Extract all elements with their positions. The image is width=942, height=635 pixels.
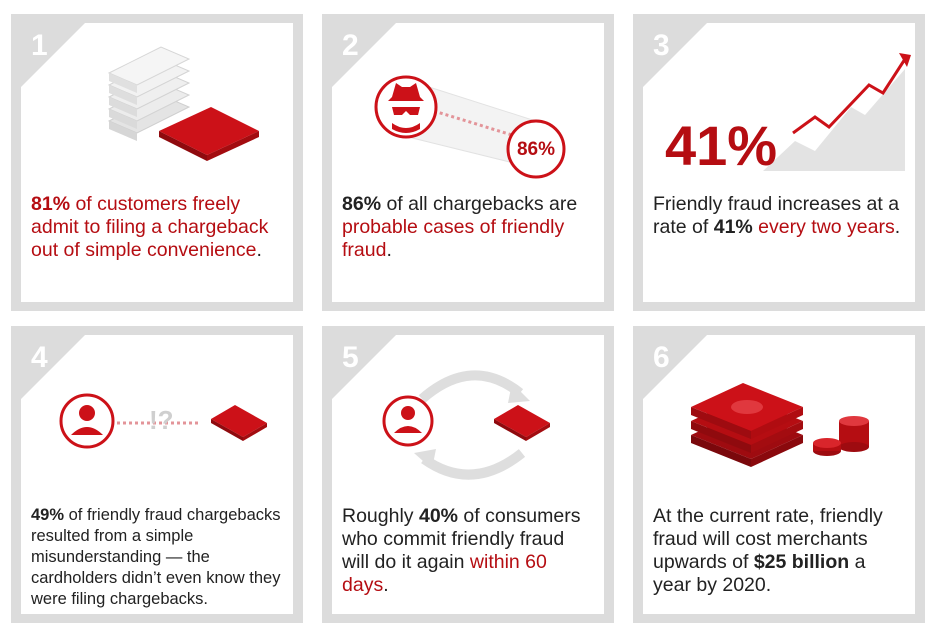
repeat-cycle-illustration <box>382 370 550 480</box>
card-1-stat: 81% <box>31 193 71 215</box>
credit-card-icon <box>159 107 259 161</box>
cash-stack-icon <box>691 383 803 467</box>
stack-of-cards-icon <box>107 46 191 141</box>
percent-badge <box>506 119 566 179</box>
card-3-period: . <box>894 216 901 238</box>
card-3-stat: 41% <box>713 216 753 238</box>
badge-86-text: 86% <box>516 139 556 160</box>
credit-card-icon <box>494 405 550 441</box>
card-5-text: Roughly 40% of consumers who commit frie… <box>342 505 596 597</box>
stat-card-6: 6 At th <box>633 326 925 623</box>
cycle-arrows-icon <box>414 370 530 480</box>
card-number: 2 <box>342 29 359 62</box>
corner-tab <box>643 23 707 87</box>
card-6-text-plain: At the current rate, friendly fraud will… <box>653 505 883 573</box>
stat-card-6-body: 6 At th <box>643 335 915 614</box>
stat-card-1: 1 81% of customers freely ad <box>11 14 303 311</box>
stat-card-2: 2 86% 86% of all chargebacks are probabl… <box>322 14 614 311</box>
card-6-text-plain2: a year by 2020. <box>653 551 866 596</box>
stat-card-3-body: 3 41% Friendly fraud increases at a rate… <box>643 23 915 302</box>
card-5-text-plain: Roughly <box>342 505 414 527</box>
fraudster-illustration <box>374 75 566 179</box>
spy-hat-icon <box>374 75 438 139</box>
card-1-period: . <box>256 239 262 261</box>
card-stack-illustration <box>107 46 259 161</box>
corner-tab <box>21 335 85 399</box>
corner-tab <box>332 335 396 399</box>
corner-tab <box>643 335 707 399</box>
card-4-text: 49% of friendly fraud chargebacks result… <box>31 505 285 610</box>
stat-card-4: 4 !? 49% of friendly fraud chargebacks r… <box>11 326 303 623</box>
card-2-stat: 86% <box>342 193 382 215</box>
card-number: 1 <box>31 29 48 62</box>
card-3-text: Friendly fraud increases at a rate of 41… <box>653 193 907 239</box>
corner-tab <box>332 23 396 87</box>
money-illustration <box>691 383 869 467</box>
card-2-text: 86% of all chargebacks are probable case… <box>342 193 596 262</box>
stat-card-2-body: 2 86% 86% of all chargebacks are probabl… <box>332 23 604 302</box>
card-5-text-plain2: of consumers who commit friendly fraud w… <box>342 505 581 573</box>
card-6-text: At the current rate, friendly fraud will… <box>653 505 907 597</box>
question-mark-icon: !? <box>149 405 174 435</box>
growth-chart-illustration <box>763 53 911 171</box>
card-2-text-plain: of all chargebacks are <box>386 193 578 215</box>
stat-card-5: 5 Roughly 40% of consumers who comm <box>322 326 614 623</box>
trend-arrow-icon <box>792 58 907 135</box>
stat-card-1-body: 1 81% of customers freely ad <box>21 23 293 302</box>
user-icon <box>382 395 434 447</box>
card-4-stat: 49% <box>31 506 65 524</box>
card-number: 3 <box>653 29 670 62</box>
card-1-text-red: of customers freely admit to filing a ch… <box>31 193 269 261</box>
misunderstanding-illustration <box>59 393 267 449</box>
card-6-stat: $25 billion <box>753 551 850 573</box>
card-1-text: 81% of customers freely admit to filing … <box>31 193 285 262</box>
user-icon <box>59 393 115 449</box>
card-2-period: . <box>386 239 392 261</box>
corner-tab <box>21 23 85 87</box>
stat-card-4-body: 4 !? 49% of friendly fraud chargebacks r… <box>21 335 293 614</box>
card-4-text-plain: of friendly fraud chargebacks resulted f… <box>31 506 281 608</box>
card-number: 4 <box>31 341 48 374</box>
coins-icon <box>813 416 869 456</box>
credit-card-icon <box>211 405 267 441</box>
stat-card-5-body: 5 Roughly 40% of consumers who comm <box>332 335 604 614</box>
stat-card-3: 3 41% Friendly fraud increases at a rate… <box>633 14 925 311</box>
card-3-text-red: every two years <box>758 216 895 238</box>
card-5-text-red: within 60 days <box>342 551 547 596</box>
card-2-text-red: probable cases of friendly fraud <box>342 216 565 261</box>
big-stat-41: 41% <box>665 114 778 177</box>
card-5-stat: 40% <box>418 505 458 527</box>
card-5-period: . <box>383 574 389 596</box>
card-number: 6 <box>653 341 670 374</box>
card-3-text-plain: Friendly fraud increases at a rate of <box>653 193 900 238</box>
card-number: 5 <box>342 341 359 374</box>
